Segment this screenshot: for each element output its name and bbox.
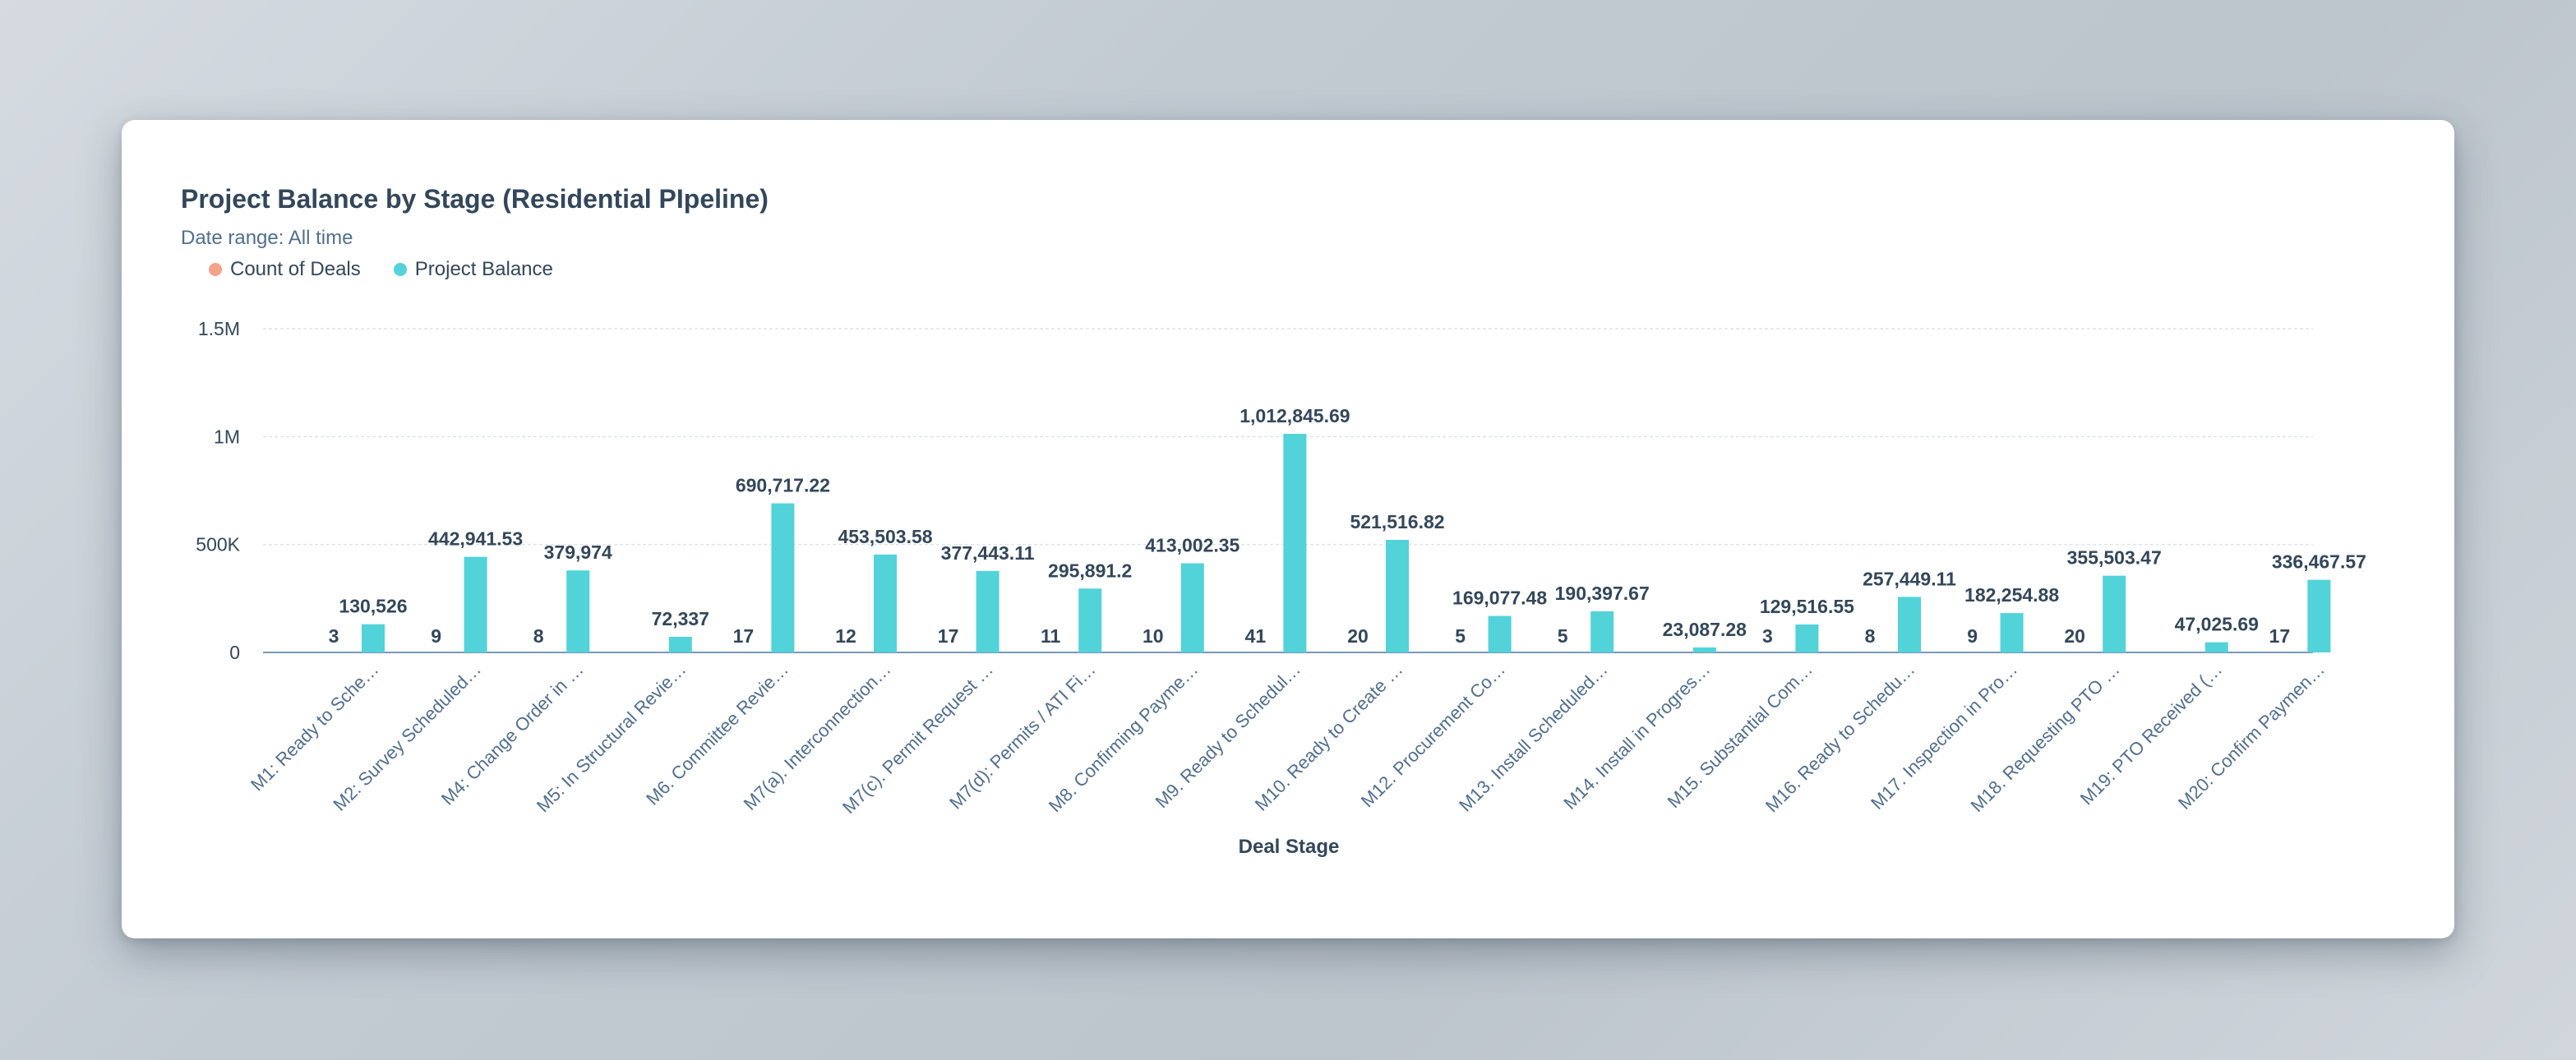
- bar-project-balance-4[interactable]: [771, 503, 795, 652]
- data-label-count-of-deals-12: 5: [1558, 625, 1568, 647]
- data-label-count-of-deals-17: 20: [2064, 625, 2085, 647]
- data-label-project-balance-7: 295,891.2: [1048, 560, 1132, 581]
- data-label-project-balance-9: 1,012,845.69: [1240, 405, 1350, 426]
- legend-label-count-of-deals: Count of Deals: [230, 258, 361, 280]
- bar-project-balance-6[interactable]: [976, 570, 999, 652]
- data-label-count-of-deals-0: 3: [329, 625, 339, 647]
- data-label-count-of-deals-8: 10: [1143, 625, 1164, 647]
- data-label-project-balance-10: 521,516.82: [1350, 511, 1444, 532]
- data-label-project-balance-0: 130,526: [339, 596, 407, 617]
- data-label-project-balance-15: 257,449.11: [1863, 568, 1956, 589]
- bar-project-balance-15[interactable]: [1898, 597, 1921, 652]
- data-label-project-balance-3: 72,337: [652, 608, 709, 629]
- data-label-count-of-deals-4: 17: [733, 625, 755, 647]
- bar-project-balance-0[interactable]: [362, 624, 385, 652]
- data-label-count-of-deals-19: 17: [2269, 625, 2291, 647]
- bar-project-balance-1[interactable]: [464, 556, 487, 652]
- bar-project-balance-10[interactable]: [1386, 540, 1409, 652]
- data-label-count-of-deals-15: 8: [1865, 625, 1876, 647]
- legend-label-project-balance: Project Balance: [414, 258, 553, 280]
- date-range-label: Date range:: [181, 227, 284, 249]
- bar-project-balance-19[interactable]: [2307, 579, 2331, 652]
- bar-project-balance-9[interactable]: [1283, 433, 1307, 652]
- data-label-count-of-deals-6: 17: [938, 625, 959, 647]
- chart-legend: Count of Deals Project Balance: [209, 258, 586, 281]
- chart-title: Project Balance by Stage (Residential PI…: [181, 184, 769, 214]
- y-tick-label-0: 0: [229, 642, 240, 663]
- bar-project-balance-11[interactable]: [1488, 615, 1512, 652]
- date-range-value: All time: [288, 227, 353, 249]
- data-label-count-of-deals-7: 11: [1041, 625, 1061, 647]
- bar-project-balance-12[interactable]: [1590, 611, 1614, 652]
- bar-project-balance-16[interactable]: [2000, 613, 2024, 652]
- data-label-count-of-deals-14: 3: [1762, 625, 1773, 647]
- data-label-count-of-deals-11: 5: [1455, 625, 1466, 647]
- bar-project-balance-17[interactable]: [2103, 575, 2126, 652]
- data-label-count-of-deals-9: 41: [1245, 625, 1267, 647]
- legend-dot-count-of-deals: [209, 263, 222, 276]
- data-label-project-balance-11: 169,077.48: [1452, 588, 1547, 609]
- y-tick-label-2: 1M: [214, 426, 240, 447]
- data-label-project-balance-16: 182,254.88: [1964, 584, 2059, 606]
- bar-project-balance-8[interactable]: [1180, 563, 1204, 652]
- bar-project-balance-13[interactable]: [1692, 647, 1716, 652]
- legend-dot-project-balance: [393, 263, 407, 276]
- data-label-project-balance-8: 413,002.35: [1145, 535, 1240, 556]
- data-label-project-balance-12: 190,397.67: [1555, 583, 1650, 604]
- data-label-project-balance-4: 690,717.22: [736, 475, 830, 496]
- bar-project-balance-7[interactable]: [1078, 588, 1102, 652]
- bar-project-balance-3[interactable]: [668, 636, 692, 652]
- report-card: Project Balance by Stage (Residential PI…: [122, 120, 2454, 938]
- legend-item-project-balance[interactable]: Project Balance: [393, 258, 553, 281]
- data-label-project-balance-18: 47,025.69: [2175, 614, 2259, 635]
- legend-item-count-of-deals[interactable]: Count of Deals: [209, 258, 361, 281]
- bar-project-balance-18[interactable]: [2204, 642, 2228, 652]
- data-label-count-of-deals-1: 9: [431, 625, 441, 647]
- data-label-project-balance-13: 23,087.28: [1663, 619, 1747, 640]
- bar-project-balance-5[interactable]: [874, 554, 897, 652]
- date-range[interactable]: Date range: All time: [181, 227, 353, 250]
- data-label-project-balance-19: 336,467.57: [2272, 551, 2366, 573]
- data-label-project-balance-6: 377,443.11: [941, 542, 1035, 564]
- data-label-project-balance-2: 379,974: [544, 542, 612, 563]
- data-label-project-balance-14: 129,516.55: [1760, 596, 1854, 617]
- y-tick-label-3: 1.5M: [198, 318, 240, 339]
- data-label-count-of-deals-5: 12: [835, 625, 856, 647]
- data-label-count-of-deals-2: 8: [533, 625, 544, 647]
- y-tick-label-1: 500K: [196, 534, 240, 555]
- data-label-project-balance-17: 355,503.47: [2067, 547, 2162, 569]
- data-label-count-of-deals-16: 9: [1967, 625, 1978, 647]
- bar-project-balance-2[interactable]: [566, 570, 590, 652]
- data-label-project-balance-5: 453,503.58: [838, 526, 932, 547]
- bar-project-balance-14[interactable]: [1795, 624, 1819, 652]
- data-label-project-balance-1: 442,941.53: [428, 528, 523, 550]
- x-axis-title: Deal Stage: [1239, 836, 1340, 858]
- data-label-count-of-deals-10: 20: [1347, 625, 1369, 647]
